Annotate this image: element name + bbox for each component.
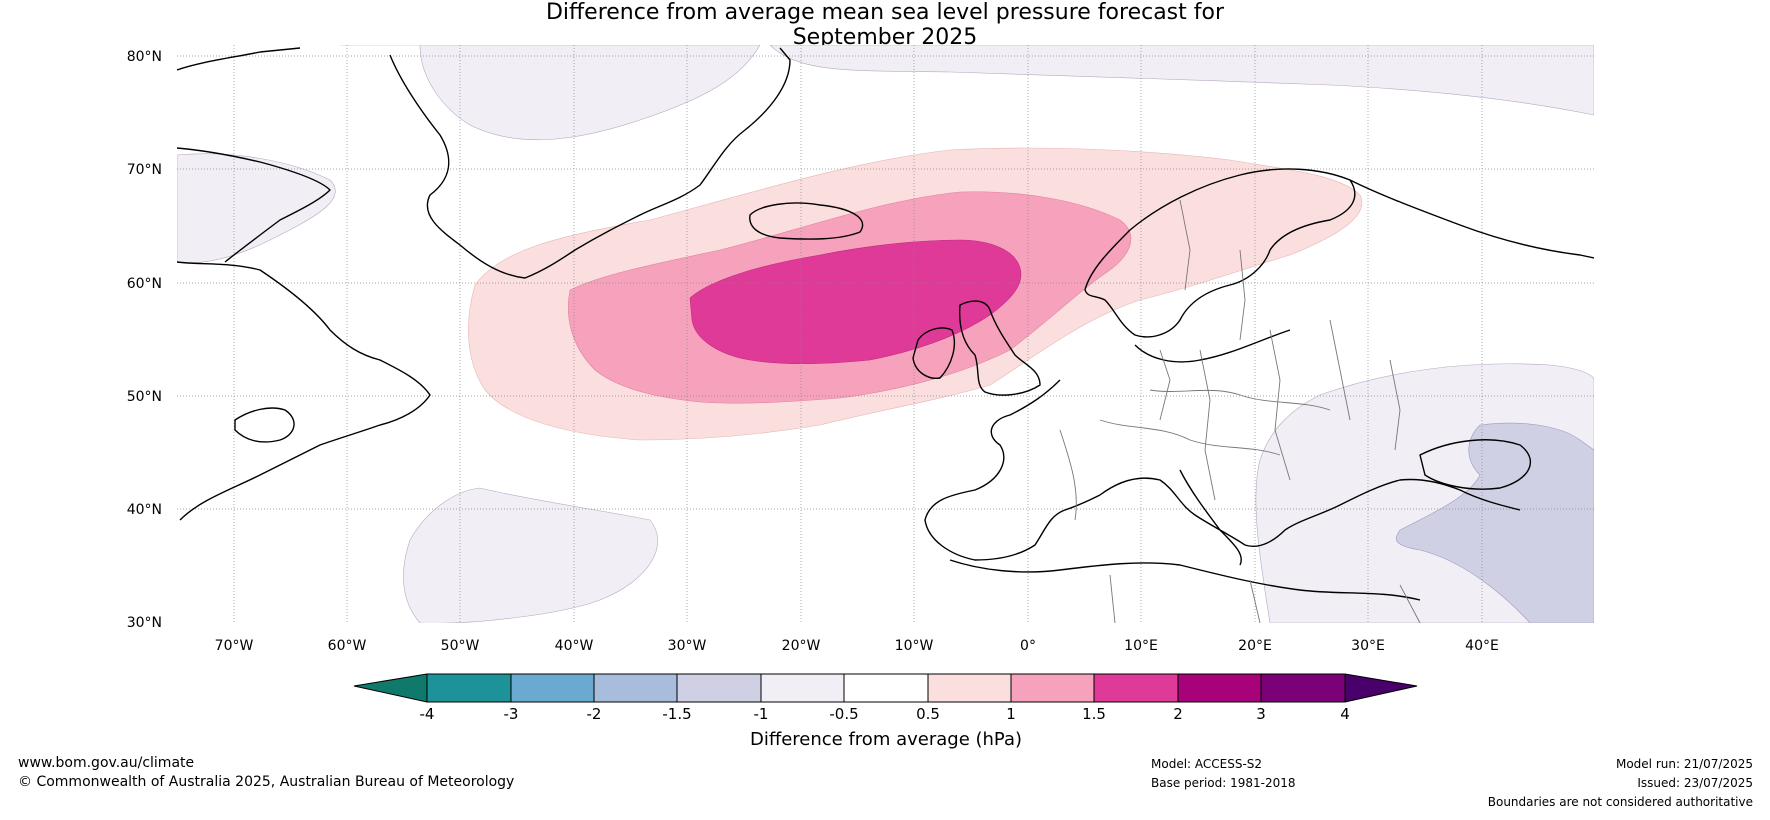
- lon-label-30e: 30°E: [1351, 638, 1385, 654]
- footer-model: Model: ACCESS-S2: [1151, 757, 1263, 771]
- colorbar-bin-10: [1178, 674, 1261, 702]
- pressure-anomaly-layer: [177, 45, 1594, 623]
- coastlines: [177, 47, 1594, 601]
- coast-black-sea: [1419, 439, 1532, 490]
- colorbar-label: Difference from average (hPa): [750, 729, 1022, 750]
- anomaly-neg-0.5-subtropical: [403, 487, 658, 623]
- colorbar: -4 -3 -2 -1.5 -1 -0.5 0.5 1 1.5 2 3 4 Di…: [353, 673, 1418, 750]
- lon-label-10w: 10°W: [895, 638, 934, 654]
- colorbar-tick: 4: [1340, 705, 1350, 723]
- colorbar-tick: 1.5: [1082, 705, 1106, 723]
- lon-label-50w: 50°W: [441, 638, 480, 654]
- coast-baffin: [177, 147, 331, 263]
- coast-baltic: [1134, 329, 1291, 363]
- colorbar-tick: -0.5: [829, 705, 858, 723]
- border-2: [1099, 419, 1281, 456]
- coast-canadian-arctic: [177, 47, 301, 71]
- colorbar-bin-8: [1011, 674, 1094, 702]
- colorbar-tick: -3: [504, 705, 519, 723]
- border-13: [1399, 584, 1421, 623]
- colorbar-extend-low: [354, 674, 427, 702]
- border-9: [1179, 199, 1191, 291]
- colorbar-ticks: -4 -3 -2 -1.5 -1 -0.5 0.5 1 1.5 2 3 4: [420, 705, 1350, 723]
- colorbar-tick: 2: [1173, 705, 1183, 723]
- anomaly-neg-0.5-arctic: [340, 45, 761, 141]
- colorbar-tick: -1: [754, 705, 769, 723]
- footer-website[interactable]: www.bom.gov.au/climate: [18, 755, 195, 771]
- coast-russia-arctic: [1349, 179, 1594, 259]
- lat-label-50: 50°N: [127, 389, 162, 405]
- footer-disclaimer: Boundaries are not considered authoritat…: [1487, 795, 1753, 809]
- lon-label-60w: 60°W: [328, 638, 367, 654]
- lat-label-60: 60°N: [127, 276, 162, 292]
- colorbar-tick: 3: [1256, 705, 1266, 723]
- graticule: [177, 45, 1594, 623]
- coast-scandinavia: [1084, 168, 1356, 338]
- coast-mediterranean: [1099, 477, 1521, 547]
- anomaly-neg-1-east: [1395, 422, 1594, 623]
- colorbar-bin-4: [677, 674, 761, 702]
- border-5: [1329, 319, 1351, 421]
- lon-label-20e: 20°E: [1238, 638, 1272, 654]
- coast-europe-west: [924, 379, 1101, 561]
- lon-label-0: 0°: [1020, 638, 1036, 654]
- coast-newfoundland: [234, 407, 295, 443]
- colorbar-tick: -1.5: [662, 705, 691, 723]
- colorbar-tick: -4: [420, 705, 435, 723]
- lon-label-10e: 10°E: [1124, 638, 1158, 654]
- colorbar-bin-9: [1094, 674, 1178, 702]
- border-12: [1249, 579, 1261, 623]
- border-6: [1059, 429, 1077, 521]
- colorbar-bin-6: [844, 674, 928, 702]
- anomaly-neg-0.5-north: [769, 45, 1594, 116]
- lat-label-40: 40°N: [127, 502, 162, 518]
- title-line-1: Difference from average mean sea level p…: [545, 0, 1225, 25]
- border-7: [1159, 349, 1171, 421]
- coast-britain: [958, 300, 1041, 396]
- lon-label-30w: 30°W: [668, 638, 707, 654]
- colorbar-bin-3: [594, 674, 677, 702]
- border-4: [1269, 329, 1291, 481]
- lon-label-40e: 40°E: [1465, 638, 1499, 654]
- coast-north-africa: [949, 559, 1421, 601]
- coast-labrador: [177, 261, 431, 521]
- colorbar-tick: 0.5: [916, 705, 940, 723]
- border-3: [1199, 349, 1216, 501]
- lat-axis: 80°N 70°N 60°N 50°N 40°N 30°N: [127, 49, 162, 631]
- colorbar-dividers: [426, 674, 1346, 702]
- colorbar-tick: -2: [587, 705, 602, 723]
- footer-issued: Issued: 23/07/2025: [1637, 776, 1753, 790]
- colorbar-bin-5: [761, 674, 844, 702]
- colorbar-bin-11: [1261, 674, 1345, 702]
- colorbar-bin-2: [511, 674, 594, 702]
- lon-label-40w: 40°W: [555, 638, 594, 654]
- map-title: Difference from average mean sea level p…: [0, 0, 1770, 50]
- footer-base-period: Base period: 1981-2018: [1151, 776, 1296, 790]
- country-borders: [1059, 199, 1421, 623]
- colorbar-bin-7: [928, 674, 1011, 702]
- coast-italy: [1179, 469, 1242, 566]
- colorbar-tick: 1: [1006, 705, 1016, 723]
- coast-ireland: [912, 327, 956, 379]
- lon-label-70w: 70°W: [215, 638, 254, 654]
- coast-iceland: [749, 202, 864, 240]
- colorbar-bin-1: [427, 674, 511, 702]
- coast-greenland: [389, 47, 791, 279]
- colorbar-extend-high: [1345, 674, 1417, 702]
- anomaly-neg-0.5-labrador: [177, 153, 336, 264]
- lat-label-30: 30°N: [127, 615, 162, 631]
- border-1: [1149, 389, 1331, 411]
- footer-copyright: © Commonwealth of Australia 2025, Austra…: [18, 774, 515, 790]
- footer-model-run: Model run: 21/07/2025: [1615, 757, 1753, 771]
- border-11: [1109, 574, 1116, 623]
- lat-label-70: 70°N: [127, 162, 162, 178]
- anomaly-pos-1.5: [689, 239, 1022, 365]
- lat-label-80: 80°N: [127, 49, 162, 65]
- border-10: [1389, 359, 1401, 451]
- border-8: [1239, 249, 1246, 341]
- lon-label-20w: 20°W: [782, 638, 821, 654]
- lon-axis: 70°W 60°W 50°W 40°W 30°W 20°W 10°W 0° 10…: [215, 638, 1499, 654]
